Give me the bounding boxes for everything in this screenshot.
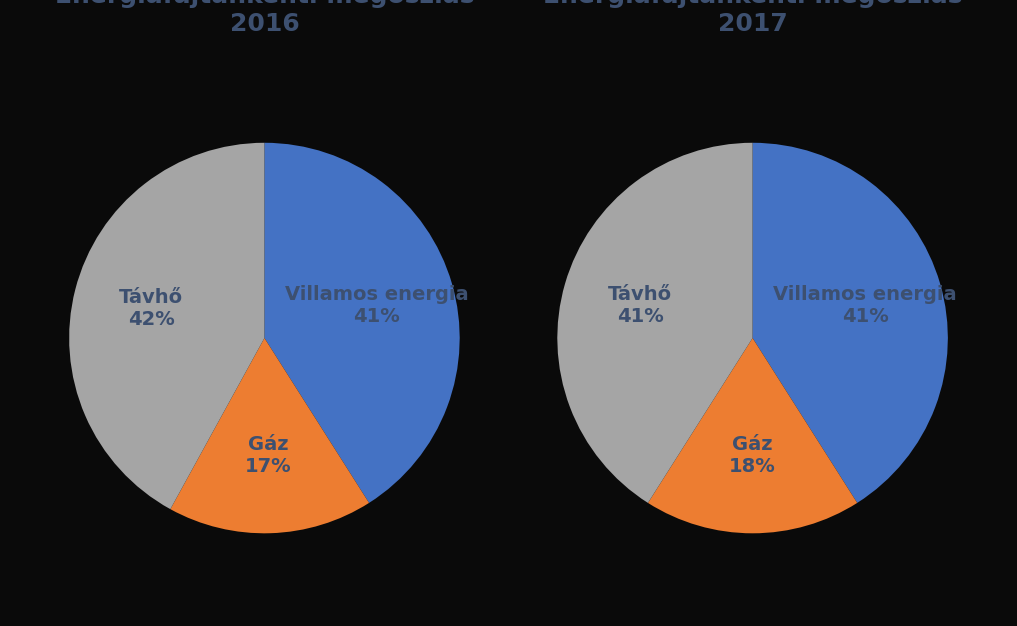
- Wedge shape: [264, 143, 460, 503]
- Wedge shape: [171, 338, 369, 533]
- Text: Gáz
17%: Gáz 17%: [245, 434, 292, 476]
- Wedge shape: [648, 338, 857, 533]
- Title: Energiafajtánkénti megoszlás
2016: Energiafajtánkénti megoszlás 2016: [55, 0, 474, 36]
- Text: Távhő
42%: Távhő 42%: [119, 289, 183, 329]
- Title: Energiafajtánkénti megoszlás
2017: Energiafajtánkénti megoszlás 2017: [543, 0, 962, 36]
- Text: Távhő
41%: Távhő 41%: [608, 285, 672, 326]
- Wedge shape: [69, 143, 264, 509]
- Text: Villamos energia
41%: Villamos energia 41%: [773, 285, 957, 326]
- Text: Gáz
18%: Gáz 18%: [729, 434, 776, 476]
- Wedge shape: [557, 143, 753, 503]
- Text: Villamos energia
41%: Villamos energia 41%: [285, 285, 469, 326]
- Wedge shape: [753, 143, 948, 503]
